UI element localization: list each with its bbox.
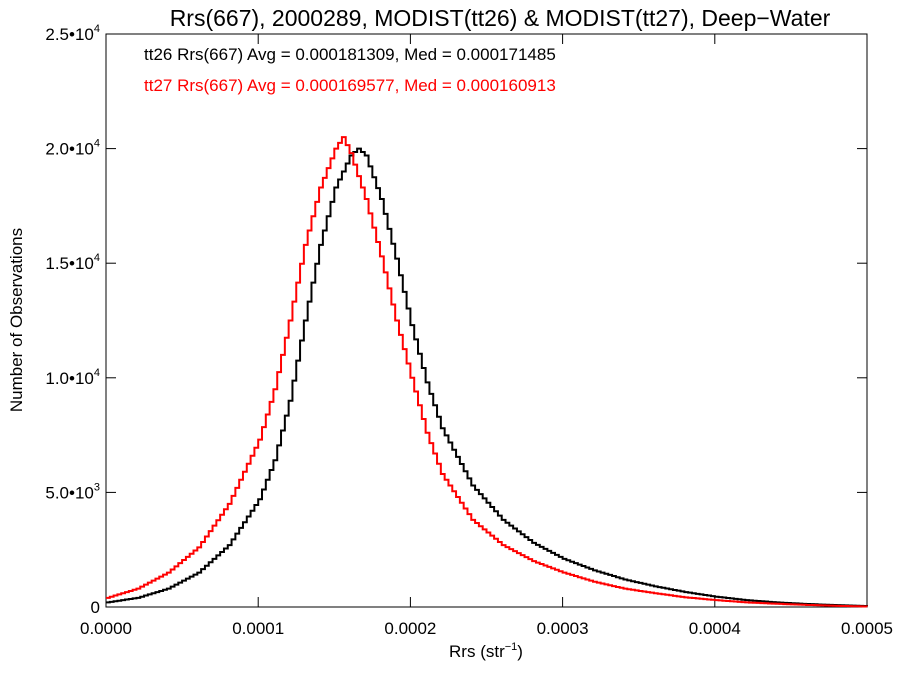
y-tick-label: 1.5•104 bbox=[45, 252, 100, 273]
y-tick-label: 1.0•104 bbox=[45, 367, 100, 388]
y-tick-label: 5.0•103 bbox=[45, 481, 100, 502]
y-tick-label: 2.5•104 bbox=[45, 23, 100, 44]
x-tick-label: 0.0001 bbox=[232, 619, 284, 638]
x-tick-label: 0.0003 bbox=[537, 619, 589, 638]
series-1-histogram bbox=[106, 136, 868, 608]
y-tick-label: 0 bbox=[91, 598, 100, 617]
chart-title: Rrs(667), 2000289, MODIST(tt26) & MODIST… bbox=[170, 5, 831, 31]
x-tick-label: 0.0005 bbox=[841, 619, 893, 638]
y-axis: 0 5.0•103 1.0•104 1.5•104 2.0•104 2.5•104 bbox=[45, 23, 867, 617]
y-axis-label: Number of Observations bbox=[7, 228, 26, 412]
x-tick-label: 0.0002 bbox=[384, 619, 436, 638]
x-tick-label: 0.0000 bbox=[80, 619, 132, 638]
x-axis: 0.0000 0.0001 0.0002 0.0003 0.0004 0.0005 bbox=[80, 34, 893, 638]
y-tick-label: 2.0•104 bbox=[45, 138, 100, 159]
series-group bbox=[106, 136, 868, 608]
stats-annotation: tt26 Rrs(667) Avg = 0.000181309, Med = 0… bbox=[144, 45, 556, 64]
x-tick-label: 0.0004 bbox=[689, 619, 741, 638]
stats-annotation: tt27 Rrs(667) Avg = 0.000169577, Med = 0… bbox=[144, 76, 556, 95]
plot-area-frame bbox=[105, 33, 868, 608]
annotations: tt26 Rrs(667) Avg = 0.000181309, Med = 0… bbox=[144, 45, 556, 95]
series-0-histogram bbox=[106, 147, 868, 607]
x-axis-label: Rrs (str−1) bbox=[449, 641, 523, 661]
